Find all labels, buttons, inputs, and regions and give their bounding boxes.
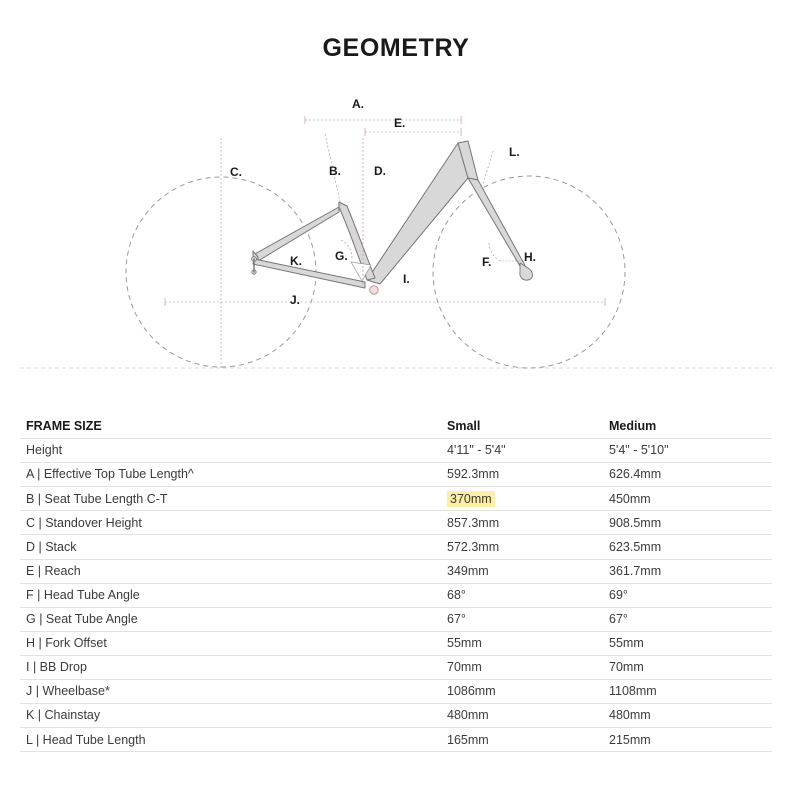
svg-text:F.: F. xyxy=(482,255,491,269)
svg-text:A.: A. xyxy=(352,97,364,111)
svg-text:C.: C. xyxy=(230,165,242,179)
svg-text:I.: I. xyxy=(403,272,410,286)
svg-text:E.: E. xyxy=(394,116,405,130)
svg-text:B.: B. xyxy=(329,164,341,178)
svg-text:L.: L. xyxy=(509,145,520,159)
svg-text:G.: G. xyxy=(335,249,348,263)
svg-text:D.: D. xyxy=(374,164,386,178)
svg-text:J.: J. xyxy=(290,293,300,307)
svg-text:K.: K. xyxy=(290,254,302,268)
svg-text:H.: H. xyxy=(524,250,536,264)
